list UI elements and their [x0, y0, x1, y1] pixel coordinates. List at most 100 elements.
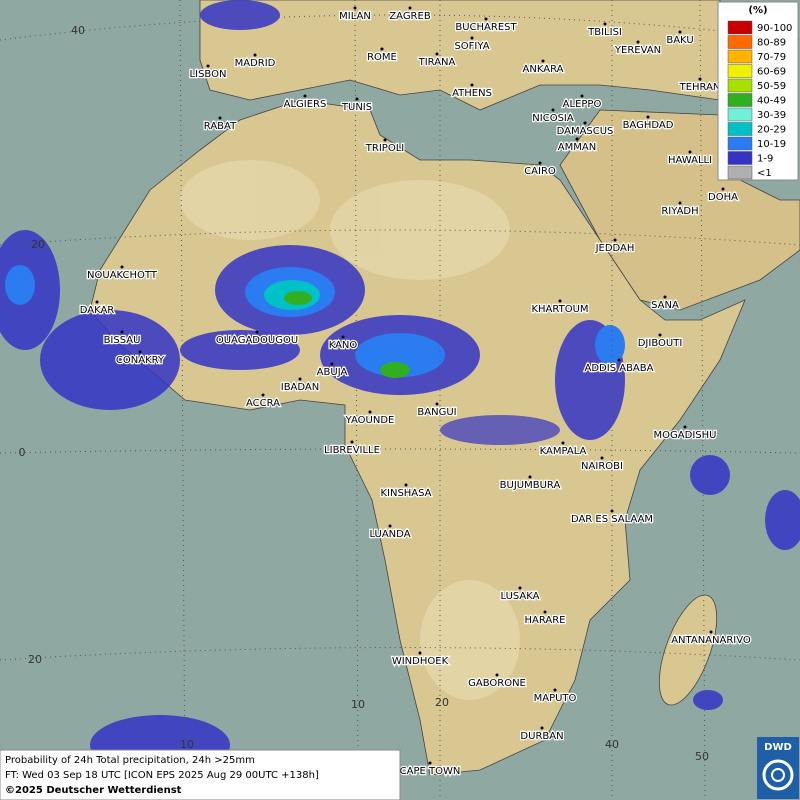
city-label: LUSAKA	[501, 591, 540, 602]
city-label: RIYADH	[661, 206, 698, 217]
city-label: ZAGREB	[389, 11, 431, 22]
legend-title: (%)	[748, 5, 767, 16]
city-label: KHARTOUM	[531, 304, 588, 315]
logo-text: DWD	[764, 742, 792, 753]
logo-icon	[771, 768, 785, 782]
city-dot	[541, 59, 545, 63]
city-labels: MILAN ZAGREB BUCHAREST MADRID ROME SOFIYA TBIL…	[78, 6, 752, 778]
city-dot	[583, 121, 587, 125]
city-label: BAGHDAD	[623, 120, 674, 131]
city-label: ANKARA	[523, 64, 564, 75]
city-label: ROME	[367, 52, 397, 63]
city-dot	[613, 238, 617, 242]
city-label: AMMAN	[558, 142, 596, 153]
city-label: KINSHASA	[380, 488, 431, 499]
legend-swatch	[727, 49, 753, 64]
legend-swatch	[727, 93, 753, 107]
city-dot	[218, 116, 222, 120]
info-line: Probability of 24h Total precipitation, …	[5, 755, 255, 766]
city-label: BUJUMBURA	[500, 480, 561, 491]
info-line: FT: Wed 03 Sep 18 UTC [ICON EPS 2025 Aug…	[5, 770, 319, 781]
city-label: YAOUNDE	[345, 415, 395, 426]
lon-label: 40	[605, 738, 619, 751]
legend-label: <1	[757, 168, 772, 179]
city-dot	[298, 377, 302, 381]
city-label: DURBAN	[520, 731, 563, 742]
city-dot	[355, 97, 359, 101]
city-dot	[543, 610, 547, 614]
city-dot	[617, 358, 621, 362]
legend-swatch	[727, 165, 753, 180]
legend-swatch	[727, 122, 753, 136]
city-dot	[330, 362, 334, 366]
info-bg	[0, 749, 401, 800]
city-dot	[688, 150, 692, 154]
city-dot	[610, 509, 614, 513]
city-label: HAWALLI	[668, 155, 712, 166]
legend-label: 40-49	[757, 96, 786, 107]
logo-icon	[762, 759, 794, 791]
city-dot	[95, 300, 99, 304]
city-label: SANA	[651, 300, 679, 311]
city-dot	[561, 441, 565, 445]
city-label: BANGUI	[417, 407, 456, 418]
city-dot	[408, 6, 412, 10]
legend-swatch	[727, 78, 753, 93]
legend-swatch	[727, 107, 753, 122]
city-dot	[575, 137, 579, 141]
city-dot	[709, 630, 713, 634]
city-dot	[683, 425, 687, 429]
city-dot	[138, 350, 142, 354]
city-label: DAR ES SALAAM	[571, 514, 653, 525]
city-dot	[678, 30, 682, 34]
city-label: DOHA	[708, 192, 738, 203]
city-dot	[435, 402, 439, 406]
legend-label: 50-59	[757, 81, 786, 92]
city-label: KANO	[329, 340, 358, 351]
city-dot	[383, 138, 387, 142]
city-dot	[368, 410, 372, 414]
city-label: BUCHAREST	[455, 22, 517, 33]
legend-label: 90-100	[757, 23, 792, 34]
city-label: LISBON	[190, 69, 227, 80]
lon-label: 20	[435, 696, 449, 709]
city-dot	[435, 52, 439, 56]
city-dot	[404, 483, 408, 487]
city-dot	[636, 40, 640, 44]
city-label: NOUAKCHOTT	[87, 270, 158, 281]
city-dot	[528, 475, 532, 479]
lat-label: 40	[71, 24, 85, 37]
city-dot	[418, 651, 422, 655]
city-label: TRIPOLI	[365, 143, 404, 154]
city-label: YEREVAN	[614, 45, 661, 56]
city-label: ACCRA	[246, 398, 280, 409]
city-dot	[350, 440, 354, 444]
city-label: ALEPPO	[563, 99, 602, 110]
legend-swatch	[727, 151, 753, 165]
city-dot	[303, 94, 307, 98]
grid-labels: 40 20 0 20 10 10 20 40 50	[19, 24, 710, 763]
city-label: ATHENS	[452, 88, 492, 99]
city-dot	[470, 36, 474, 40]
city-dot	[551, 108, 555, 112]
city-label: GABORONE	[468, 678, 526, 689]
city-label: JEDDAH	[595, 243, 635, 254]
city-label: NAIROBI	[581, 461, 623, 472]
city-dot	[518, 586, 522, 590]
city-label: ALGIERS	[284, 99, 327, 110]
city-dot	[540, 726, 544, 730]
city-dot	[120, 330, 124, 334]
city-label: CAPE TOWN	[400, 766, 461, 777]
city-label: RABAT	[204, 121, 237, 132]
city-label: DAKAR	[80, 305, 115, 316]
city-dot	[698, 77, 702, 81]
legend-label: 10-19	[757, 139, 786, 150]
city-dot	[646, 115, 650, 119]
info-box: Probability of 24h Total precipitation, …	[0, 749, 401, 800]
city-label: MAPUTO	[534, 693, 577, 704]
city-label: DAMASCUS	[557, 126, 614, 137]
city-label: BISSAU	[104, 335, 141, 346]
city-label: IBADAN	[281, 382, 320, 393]
city-dot	[120, 265, 124, 269]
